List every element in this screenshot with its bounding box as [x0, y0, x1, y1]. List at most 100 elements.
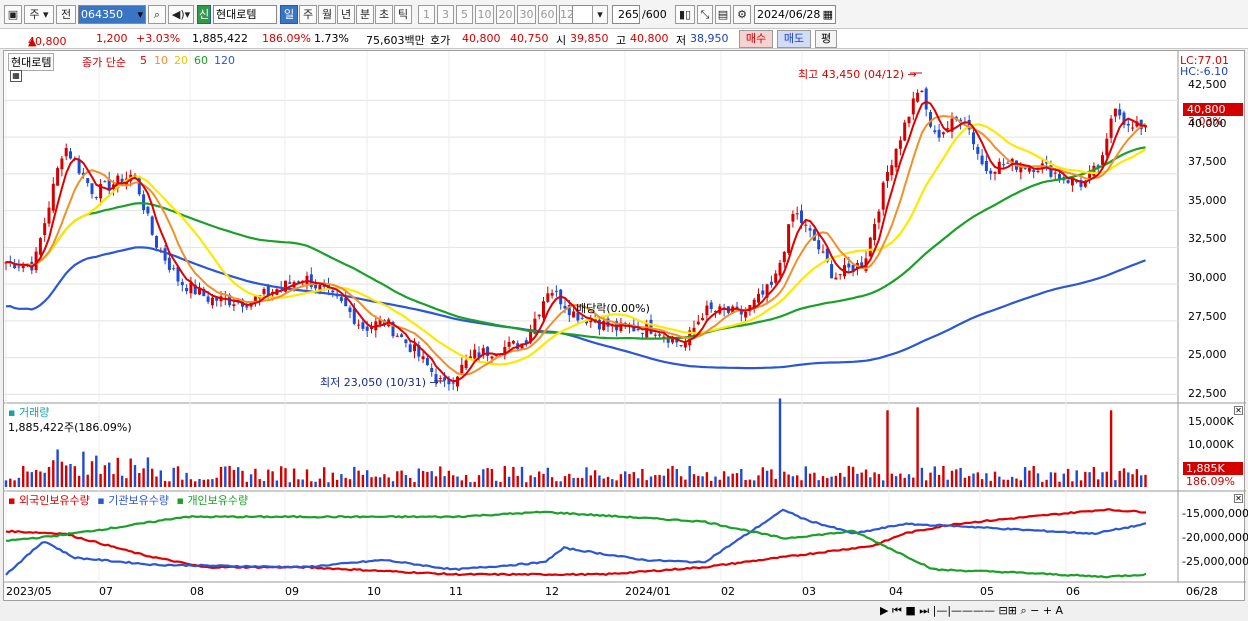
- volume-bar: [761, 467, 764, 487]
- candle-body: [976, 146, 980, 154]
- sell-button[interactable]: 매도: [777, 30, 811, 48]
- candle-type-icon[interactable]: ▮▯: [675, 5, 695, 24]
- volume-bar: [181, 479, 184, 487]
- candle-body: [464, 360, 468, 369]
- save-icon[interactable]: ▤: [715, 5, 731, 24]
- volume-bar: [22, 466, 25, 487]
- x-tick: 04: [889, 585, 903, 598]
- interval-tab-5[interactable]: 5: [456, 5, 473, 24]
- volume-bar: [903, 477, 906, 487]
- period-tab-4[interactable]: 분: [356, 5, 374, 24]
- volume-bar: [929, 472, 932, 487]
- legend-foreign: ▪ 외국인보유수량: [8, 494, 90, 507]
- volume-bar: [778, 398, 782, 487]
- period-tab-0[interactable]: 일: [280, 5, 298, 24]
- volume-bar: [1127, 472, 1130, 487]
- mode-button[interactable]: 전: [56, 5, 76, 24]
- volume-bar: [886, 410, 889, 487]
- scroll-controls[interactable]: ▶ ⏮ ■ ⏭ |—|———— ⊟⊞ ⌕ − + A: [880, 604, 1064, 617]
- chevron-down-icon[interactable]: ▾: [592, 5, 608, 24]
- candle-body: [1109, 118, 1113, 138]
- volume-bar: [507, 476, 511, 487]
- volume-bar: [800, 480, 803, 487]
- candle-body: [456, 376, 459, 387]
- grid-toggle-icon[interactable]: ▦: [10, 70, 22, 82]
- pane-stock-name[interactable]: 현대로템: [8, 53, 55, 71]
- buy-button[interactable]: 매수: [739, 30, 773, 48]
- candle-body: [898, 140, 902, 149]
- ma10-label: 10: [154, 54, 168, 67]
- volume-bar: [894, 476, 898, 487]
- interval-tab-10[interactable]: 10: [475, 5, 494, 24]
- price-tick: 35,000: [1188, 193, 1227, 207]
- period-tab-6[interactable]: 틱: [394, 5, 412, 24]
- period-tab-5[interactable]: 초: [375, 5, 393, 24]
- volume-bar: [619, 474, 623, 487]
- count-input[interactable]: 265: [612, 5, 640, 24]
- interval-tab-60[interactable]: 60: [538, 5, 557, 24]
- period-tab-1[interactable]: 주: [299, 5, 317, 24]
- volume-bar: [254, 468, 257, 487]
- volume-bar: [1092, 467, 1096, 487]
- volume-bar: [1088, 472, 1091, 487]
- change-pct: +3.03%: [136, 32, 181, 45]
- candle-body: [400, 334, 404, 337]
- volume-bar: [47, 466, 51, 487]
- candle-body: [352, 308, 356, 324]
- eval-button[interactable]: 평: [815, 30, 837, 48]
- candle-body: [1058, 173, 1061, 179]
- candle-body: [1002, 164, 1006, 166]
- volume-bar: [615, 480, 618, 487]
- search-icon[interactable]: ⌕: [148, 5, 166, 24]
- volume-bar: [456, 476, 459, 487]
- candle-body: [1027, 166, 1031, 172]
- volume-info: 1,885,422주(186.09%): [8, 421, 132, 434]
- volume-bar: [1144, 474, 1147, 487]
- x-tick: 03: [802, 585, 816, 598]
- volume-bar: [280, 466, 283, 487]
- volume-bar: [641, 468, 644, 487]
- period-tab-3[interactable]: 년: [337, 5, 355, 24]
- candle-body: [193, 284, 197, 295]
- candle-body: [825, 248, 829, 262]
- volume-close-icon[interactable]: ✕: [1234, 406, 1243, 415]
- candle-body: [348, 307, 352, 313]
- interval-tab-3[interactable]: 3: [437, 5, 454, 24]
- volume-bar: [980, 479, 984, 487]
- interval-tab-30[interactable]: 30: [517, 5, 536, 24]
- stock-name-field[interactable]: 현대로템: [213, 5, 277, 24]
- stock-chart[interactable]: [4, 51, 1246, 602]
- volume-bar: [581, 478, 584, 487]
- volume-bar: [409, 477, 412, 487]
- gear-icon[interactable]: ⚙: [733, 5, 751, 24]
- candle-body: [666, 338, 670, 343]
- holding-close-icon[interactable]: ✕: [1234, 494, 1243, 503]
- volume-bar: [206, 479, 210, 487]
- interval-tab-20[interactable]: 20: [496, 5, 515, 24]
- market-select[interactable]: 주 ▾: [24, 5, 54, 24]
- volume-bar: [292, 468, 296, 487]
- candle-body: [94, 196, 98, 198]
- volume-bar: [1101, 472, 1104, 487]
- candle-body: [339, 297, 343, 301]
- crosshair-icon[interactable]: ⤡: [697, 5, 713, 24]
- volume-bar: [968, 476, 971, 487]
- volume-bar: [228, 465, 231, 487]
- volume-bar: [1118, 470, 1121, 487]
- credit-badge: 신: [197, 5, 211, 24]
- candle-body: [542, 301, 545, 318]
- volume-bar: [43, 472, 46, 487]
- interval-tab-1[interactable]: 1: [418, 5, 435, 24]
- chart-area[interactable]: 현대로템 종가 단순 5 10 20 60 120 ▦ LC:77.01 HC:…: [3, 50, 1248, 602]
- candle-body: [787, 224, 791, 254]
- period-tab-2[interactable]: 월: [318, 5, 336, 24]
- holding-tick: -25,000,000: [1182, 555, 1248, 568]
- date-input[interactable]: 2024/06/28 ▦: [754, 5, 836, 24]
- layout-icon[interactable]: ▣: [4, 5, 22, 24]
- volume-bar: [344, 477, 347, 487]
- stock-code-input[interactable]: 064350 ▾: [78, 5, 146, 24]
- candle-body: [266, 285, 270, 296]
- speaker-icon[interactable]: ◀)▾: [168, 5, 194, 24]
- candle-body: [503, 346, 507, 356]
- volume-bar: [774, 478, 777, 487]
